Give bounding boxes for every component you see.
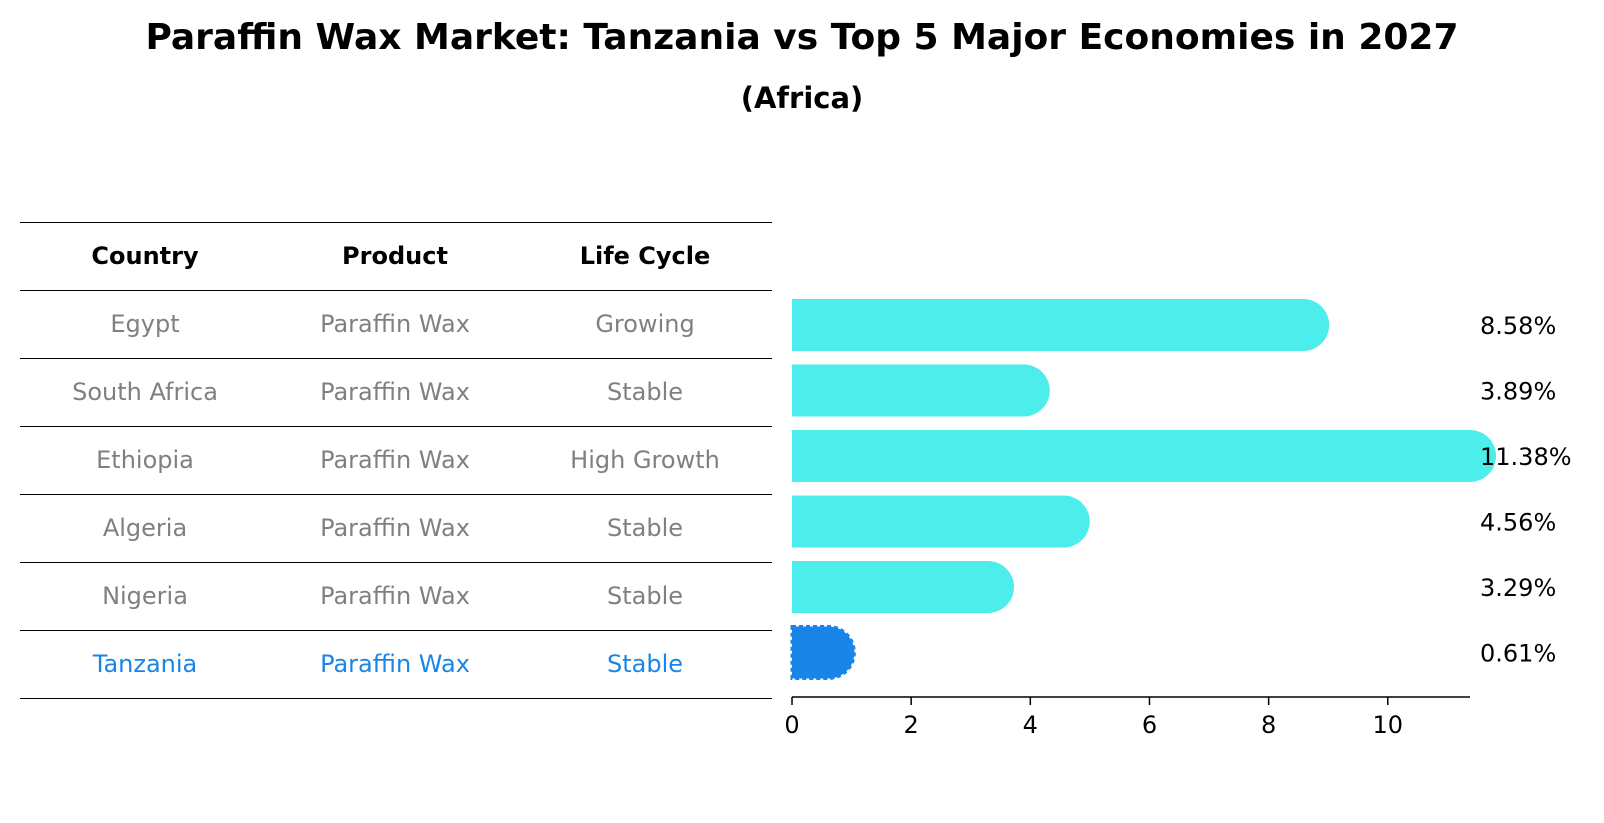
life-cycle-cell: High Growth	[570, 446, 720, 474]
table-row: South Africa Paraffin Wax Stable	[20, 358, 772, 426]
bar	[792, 299, 1330, 351]
product-cell: Paraffin Wax	[320, 650, 470, 678]
life-cycle-cell: Stable	[606, 378, 684, 406]
bar	[792, 430, 1496, 482]
table-row: Algeria Paraffin Wax Stable	[20, 494, 772, 562]
product-cell: Paraffin Wax	[320, 514, 470, 542]
country-cell: Tanzania	[92, 650, 198, 678]
product-cell: Paraffin Wax	[320, 446, 470, 474]
bar-value-label: 0.61%	[1480, 640, 1556, 668]
country-cell: Nigeria	[102, 582, 188, 610]
table-row: Egypt Paraffin Wax Growing	[20, 290, 772, 358]
header-product: Product	[342, 242, 448, 270]
bar-highlighted	[790, 625, 856, 680]
bar-value-label: 4.56%	[1480, 509, 1556, 537]
life-cycle-cell: Growing	[595, 310, 695, 338]
country-cell: Ethiopia	[96, 446, 194, 474]
chart-title: Paraffin Wax Market: Tanzania vs Top 5 M…	[145, 17, 1459, 58]
x-tick-label: 0	[784, 711, 799, 739]
country-cell: Egypt	[110, 310, 180, 338]
chart-subtitle: (Africa)	[740, 81, 864, 115]
country-cell: South Africa	[72, 378, 218, 406]
life-cycle-cell: Stable	[606, 650, 684, 678]
x-tick-label: 10	[1373, 711, 1404, 739]
product-cell: Paraffin Wax	[320, 378, 470, 406]
bar-value-label: 8.58%	[1480, 312, 1556, 340]
table-row: Nigeria Paraffin Wax Stable	[20, 562, 772, 630]
country-table: Country Product Life Cycle Egypt Paraffi…	[20, 222, 772, 699]
bar	[792, 495, 1090, 548]
x-tick-label: 8	[1261, 711, 1276, 739]
header-country: Country	[91, 242, 199, 270]
table-row-highlighted: Tanzania Paraffin Wax Stable	[20, 630, 772, 699]
bar	[792, 561, 1015, 613]
country-cell: Algeria	[102, 514, 188, 542]
x-tick-label: 6	[1142, 711, 1157, 739]
header-life-cycle: Life Cycle	[579, 242, 711, 270]
life-cycle-cell: Stable	[606, 514, 684, 542]
life-cycle-cell: Stable	[606, 582, 684, 610]
product-cell: Paraffin Wax	[320, 582, 470, 610]
x-tick-label: 2	[904, 711, 919, 739]
x-tick-label: 4	[1023, 711, 1038, 739]
bar-value-label: 3.89%	[1480, 378, 1556, 406]
product-cell: Paraffin Wax	[320, 310, 470, 338]
bar-value-label: 11.38%	[1480, 443, 1572, 471]
bar-value-label: 3.29%	[1480, 574, 1556, 602]
bar	[792, 364, 1050, 417]
table-header-row: Country Product Life Cycle	[20, 222, 772, 290]
table-row: Ethiopia Paraffin Wax High Growth	[20, 426, 772, 494]
